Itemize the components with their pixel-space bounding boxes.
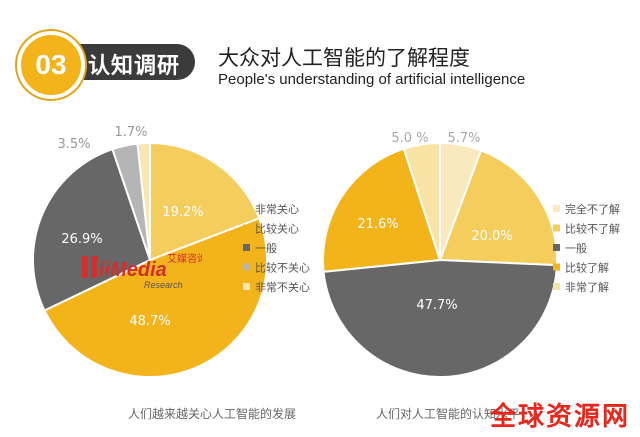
pie2-legend-swatch-0: [553, 205, 560, 212]
pie2-value-label-1: 20.0%: [471, 229, 512, 244]
pie2-slice-4: [402, 141, 441, 261]
pie1-slice-4: [136, 141, 151, 261]
watermark: 全球资源网: [489, 401, 630, 431]
pie2-value-label-2: 47.7%: [416, 298, 457, 313]
pie2-slice-2: [322, 258, 558, 378]
header: 03 认知调研 大众对人工智能的了解程度 People's understand…: [0, 0, 640, 110]
pie1-value-label-0: 19.2%: [162, 205, 203, 220]
pie1-slice-2: [32, 147, 152, 312]
pie1-value-label-3: 3.5%: [57, 137, 90, 152]
chart-caption-right: 人们对人工智能的认知水平: [376, 407, 521, 421]
pie1-legend-swatch-1: [243, 224, 250, 232]
pie2-legend-swatch-4: [553, 283, 560, 290]
logo-brand: iiMedia: [99, 259, 167, 281]
section-number: 03: [35, 49, 67, 80]
pie2-legend-label-0: 完全不了解: [565, 202, 620, 216]
section-label: 认知调研: [88, 53, 181, 78]
pie1-legend-label-2: 一般: [255, 242, 277, 255]
chart-caption-left: 人们越来越关心人工智能的发展: [128, 407, 297, 421]
pie1-value-label-1: 48.7%: [129, 314, 170, 329]
pie1-value-label-2: 26.9%: [61, 232, 102, 247]
pie1-legend-swatch-4: [243, 283, 250, 290]
pie1-value-label-4: 1.7%: [114, 125, 147, 140]
pie2-legend-label-2: 一般: [565, 242, 587, 255]
pie2-legend-label-4: 非常了解: [565, 280, 609, 294]
pie1-legend-swatch-3: [243, 263, 250, 271]
pie2-legend-label-3: 比较了解: [565, 261, 609, 275]
logo: iiMedia 艾媒咨询 Research: [82, 250, 207, 305]
pie1-legend-label-0: 非常关心: [255, 202, 299, 216]
pie1-slice-0: [149, 141, 261, 262]
pie1-slice-1: [43, 217, 268, 378]
pie1-legend-swatch-0: [243, 205, 250, 212]
pie2-legend-swatch-2: [553, 244, 560, 251]
pie1-legend-swatch-2: [243, 244, 250, 251]
page-title: 大众对人工智能的了解程度: [218, 47, 470, 70]
pie1-legend-label-1: 比较关心: [255, 222, 299, 236]
logo-sub: Research: [144, 280, 183, 290]
pie2-slice-1: [438, 149, 558, 267]
pie2-legend-label-1: 比较不了解: [565, 222, 620, 236]
page-subtitle: People's understanding of artificial int…: [218, 71, 526, 88]
pie2-value-label-3: 21.6%: [357, 217, 398, 232]
pie1-legend-label-4: 非常不关心: [255, 280, 310, 294]
pie2-legend-swatch-1: [553, 224, 560, 232]
pie2-slice-3: [322, 147, 442, 273]
pie2-value-label-4: 5.0 %: [391, 131, 428, 146]
pie2-value-label-0: 5.7%: [447, 131, 480, 146]
pie1-legend-label-3: 比较不关心: [255, 261, 310, 275]
logo-cn: 艾媒咨询: [167, 252, 202, 265]
pie2-legend-swatch-3: [553, 263, 560, 271]
section-number-badge: 03: [17, 31, 85, 99]
